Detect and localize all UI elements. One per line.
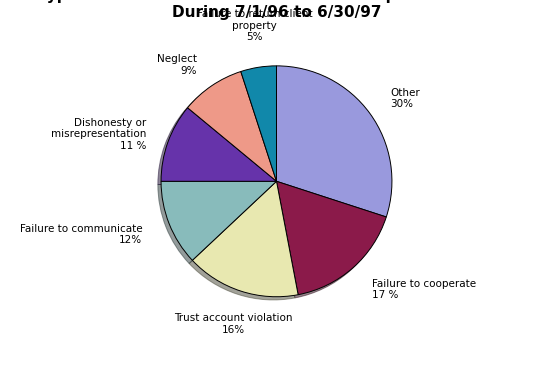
Text: Trust account violation
16%: Trust account violation 16% [174,313,293,334]
Text: Dishonesty or
misrepresentation
11 %: Dishonesty or misrepresentation 11 % [51,118,146,151]
Text: Failure to return client
property
5%: Failure to return client property 5% [197,9,312,42]
Wedge shape [161,181,276,260]
Wedge shape [161,108,276,181]
Wedge shape [276,181,387,295]
Wedge shape [187,71,276,181]
Title: Type of Misconduct Found in Public Discipline Decisions
During 7/1/96 to 6/30/97: Type of Misconduct Found in Public Disci… [38,0,515,20]
Text: Neglect
9%: Neglect 9% [158,54,197,75]
Text: Failure to cooperate
17 %: Failure to cooperate 17 % [372,279,476,300]
Wedge shape [241,66,276,181]
Wedge shape [192,181,298,297]
Text: Other
30%: Other 30% [390,88,420,109]
Text: Failure to communicate
12%: Failure to communicate 12% [20,223,142,245]
Wedge shape [276,66,392,217]
